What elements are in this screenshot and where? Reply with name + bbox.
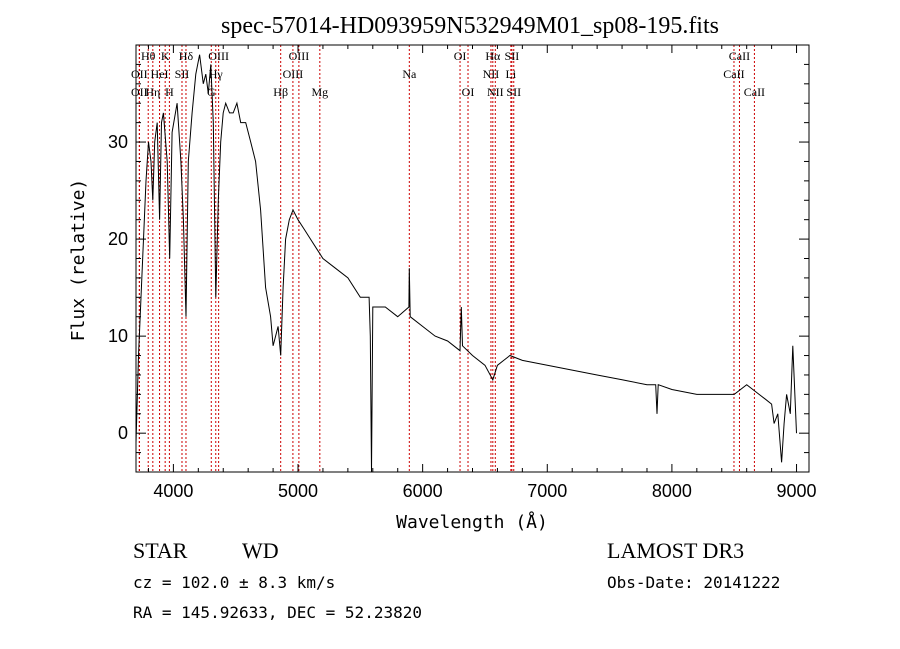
y-tick-label: 10: [108, 326, 128, 346]
y-tick-label: 30: [108, 132, 128, 152]
x-tick-label: 6000: [403, 481, 443, 501]
spectral-line-label: Hθ: [141, 49, 156, 63]
spectral-line-label: K: [161, 49, 170, 63]
spectral-line-label: OII: [131, 85, 148, 99]
spectral-line-label: SII: [506, 85, 521, 99]
spectral-line-label: SII: [505, 49, 520, 63]
spectral-line-label: Hη: [145, 85, 160, 99]
spectral-line-label: G: [207, 85, 216, 99]
observation-date: Obs-Date: 20141222: [607, 573, 781, 592]
object-subclass: WD: [242, 538, 279, 563]
spectral-line-label: CaII: [744, 85, 765, 99]
spectral-line-label: OI: [454, 49, 467, 63]
chart-title: spec-57014-HD093959N532949M01_sp08-195.f…: [221, 13, 719, 39]
spectral-line-label: Li: [506, 67, 517, 81]
ra-dec-coordinates: RA = 145.92633, DEC = 52.23820: [133, 603, 422, 622]
y-tick-label: 0: [118, 423, 128, 443]
spectral-line-label: CaII: [729, 49, 750, 63]
x-tick-label: 7000: [527, 481, 567, 501]
spectral-line-label: Hα: [485, 49, 501, 63]
spectral-line-label: Na: [402, 67, 417, 81]
x-tick-label: 4000: [153, 481, 193, 501]
spectral-line-label: NII: [487, 85, 504, 99]
spectral-line-label: NII: [483, 67, 500, 81]
spectral-line-label: OII: [131, 67, 148, 81]
spectral-line-label: Hβ: [273, 85, 288, 99]
y-axis-label: Flux (relative): [68, 179, 89, 342]
spectral-line-label: Hδ: [179, 49, 194, 63]
spectral-line-label: OIII: [208, 49, 229, 63]
spectral-line-label: OIII: [289, 49, 310, 63]
spectral-line-label: HeI: [151, 67, 169, 81]
x-tick-label: 9000: [777, 481, 817, 501]
y-tick-label: 20: [108, 229, 128, 249]
x-axis-label: Wavelength (Å): [396, 511, 548, 533]
spectral-line-label: OI: [462, 85, 475, 99]
y-axis: 0 10 20 30: [108, 63, 809, 454]
redshift-cz: cz = 102.0 ± 8.3 km/s: [133, 573, 336, 592]
plot-frame: [135, 44, 810, 473]
x-tick-label: 8000: [652, 481, 692, 501]
spectral-line-label: H: [165, 85, 174, 99]
spectral-line-label: Mg: [311, 85, 328, 99]
survey-release: LAMOST DR3: [607, 538, 745, 563]
spectral-line-label: SII: [175, 67, 190, 81]
spectral-line-label: Hγ: [209, 67, 224, 81]
spectral-line-label: OIII: [283, 67, 304, 81]
x-tick-label: 5000: [278, 481, 318, 501]
spectral-line-markers: [138, 45, 755, 472]
x-axis: 4000 5000 6000 7000 8000 9000: [147, 45, 817, 501]
object-class: STAR: [133, 538, 188, 563]
flux-series-line: [135, 54, 797, 473]
spectral-line-label: CaII: [723, 67, 744, 81]
